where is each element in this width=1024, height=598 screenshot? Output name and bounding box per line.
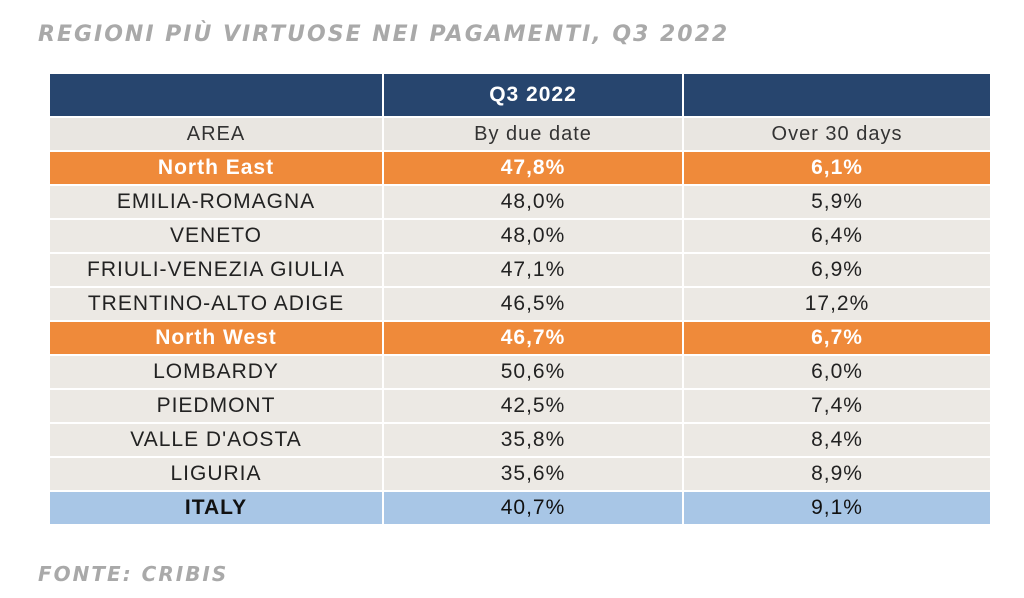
group-header-q3-2022: Q3 2022 [384, 74, 684, 118]
chart-title: REGIONI PIÙ VIRTUOSE NEI PAGAMENTI, Q3 2… [38, 22, 730, 47]
cell-by-due-date: 35,6% [384, 458, 684, 492]
cell-over-30-days: 6,0% [684, 356, 990, 390]
cell-area: LIGURIA [50, 458, 384, 492]
cell-over-30-days: 7,4% [684, 390, 990, 424]
table-row: VALLE D'AOSTA 35,8% 8,4% [50, 424, 990, 458]
cell-by-due-date: 46,5% [384, 288, 684, 322]
cell-area: ITALY [50, 492, 384, 526]
table-row-macro-region: North West 46,7% 6,7% [50, 322, 990, 356]
cell-over-30-days: 6,7% [684, 322, 990, 356]
cell-by-due-date: 40,7% [384, 492, 684, 526]
cell-by-due-date: 35,8% [384, 424, 684, 458]
table-row: LIGURIA 35,6% 8,9% [50, 458, 990, 492]
cell-by-due-date: 50,6% [384, 356, 684, 390]
header-empty-cell [50, 74, 384, 118]
cell-over-30-days: 5,9% [684, 186, 990, 220]
cell-by-due-date: 42,5% [384, 390, 684, 424]
table-row: PIEDMONT 42,5% 7,4% [50, 390, 990, 424]
table-row: TRENTINO-ALTO ADIGE 46,5% 17,2% [50, 288, 990, 322]
cell-area: North West [50, 322, 384, 356]
column-header-over-30-days: Over 30 days [684, 118, 990, 152]
cell-by-due-date: 47,1% [384, 254, 684, 288]
table-column-header-row: AREA By due date Over 30 days [50, 118, 990, 152]
cell-by-due-date: 48,0% [384, 186, 684, 220]
cell-area: PIEDMONT [50, 390, 384, 424]
cell-by-due-date: 47,8% [384, 152, 684, 186]
cell-over-30-days: 6,4% [684, 220, 990, 254]
table-row: VENETO 48,0% 6,4% [50, 220, 990, 254]
cell-over-30-days: 17,2% [684, 288, 990, 322]
cell-over-30-days: 6,9% [684, 254, 990, 288]
cell-area: FRIULI-VENEZIA GIULIA [50, 254, 384, 288]
header-empty-cell [684, 74, 990, 118]
cell-over-30-days: 8,9% [684, 458, 990, 492]
column-header-area: AREA [50, 118, 384, 152]
cell-over-30-days: 8,4% [684, 424, 990, 458]
cell-by-due-date: 48,0% [384, 220, 684, 254]
cell-area: LOMBARDY [50, 356, 384, 390]
cell-over-30-days: 9,1% [684, 492, 990, 526]
table-row-total: ITALY 40,7% 9,1% [50, 492, 990, 526]
table-row: EMILIA-ROMAGNA 48,0% 5,9% [50, 186, 990, 220]
cell-area: VENETO [50, 220, 384, 254]
cell-area: EMILIA-ROMAGNA [50, 186, 384, 220]
table-group-header-row: Q3 2022 [50, 74, 990, 118]
cell-area: North East [50, 152, 384, 186]
cell-over-30-days: 6,1% [684, 152, 990, 186]
table-row: LOMBARDY 50,6% 6,0% [50, 356, 990, 390]
table-row-macro-region: North East 47,8% 6,1% [50, 152, 990, 186]
cell-by-due-date: 46,7% [384, 322, 684, 356]
column-header-by-due-date: By due date [384, 118, 684, 152]
table-body: North East 47,8% 6,1% EMILIA-ROMAGNA 48,0% 5,… [50, 152, 990, 526]
cell-area: VALLE D'AOSTA [50, 424, 384, 458]
table-row: FRIULI-VENEZIA GIULIA 47,1% 6,9% [50, 254, 990, 288]
source-note: FONTE: CRIBIS [38, 562, 229, 586]
cell-area: TRENTINO-ALTO ADIGE [50, 288, 384, 322]
payments-table: Q3 2022 AREA By due date Over 30 days No… [50, 74, 990, 526]
